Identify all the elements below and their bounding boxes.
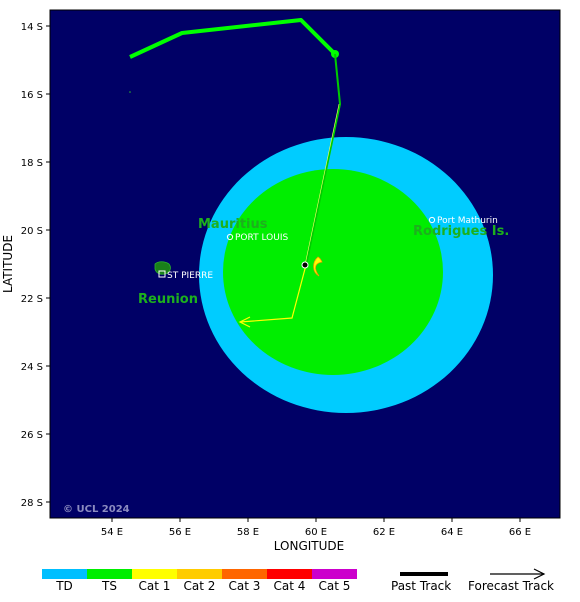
legend-swatch-cat5 (312, 569, 357, 579)
y-tick-label: 24 S (21, 362, 43, 373)
x-tick-label: 64 E (441, 527, 463, 538)
copyright: © UCL 2024 (63, 504, 130, 515)
x-tick-label: 60 E (305, 527, 327, 538)
legend-swatch-cat3 (222, 569, 267, 579)
port-louis-marker (226, 233, 234, 241)
port-mathurin-label: Port Mathurin (437, 216, 498, 226)
y-tick-label: 14 S (21, 22, 43, 33)
y-tick-label: 18 S (21, 158, 43, 169)
plot-frame (49, 9, 561, 519)
mauritius-label: Mauritius (198, 217, 268, 232)
past-track (129, 18, 337, 59)
y-tick-label: 20 S (21, 226, 43, 237)
legend-swatch-td (42, 569, 87, 579)
x-tick-label: 54 E (101, 527, 123, 538)
port-mathurin-marker (428, 216, 436, 224)
y-axis-title: LATITUDE (1, 235, 15, 293)
small-islet (129, 91, 131, 93)
recent-track (305, 53, 342, 266)
forecast-arrowhead (238, 316, 251, 328)
x-axis-title: LONGITUDE (274, 539, 344, 553)
legend-swatch-cat2 (177, 569, 222, 579)
legend-label-cat3: Cat 3 (228, 579, 261, 593)
y-tick-label: 22 S (21, 294, 43, 305)
port-louis-label: PORT LOUIS (235, 233, 288, 243)
rodrigues-label: Rodrigues Is. (413, 224, 509, 239)
legend-label-cat4: Cat 4 (273, 579, 306, 593)
past-track-label: Past Track (391, 579, 452, 593)
y-tick-label: 28 S (21, 498, 43, 509)
reunion-label: Reunion (138, 292, 198, 307)
st-pierre-marker (158, 270, 166, 278)
legend-label-ts: TS (102, 579, 117, 593)
forecast-track-label: Forecast Track (468, 579, 554, 593)
x-tick-label: 66 E (509, 527, 531, 538)
ts-wind-field (223, 169, 443, 375)
legend-label-cat2: Cat 2 (183, 579, 216, 593)
st-pierre-label: ST PIERRE (167, 271, 213, 281)
x-tick-label: 58 E (237, 527, 259, 538)
forecast-track-symbol (490, 568, 546, 580)
y-ticks (46, 25, 50, 503)
x-tick-label: 56 E (169, 527, 191, 538)
legend-label-td: TD (56, 579, 73, 593)
legend-label-cat1: Cat 1 (138, 579, 171, 593)
x-tick-label: 62 E (373, 527, 395, 538)
legend-swatch-cat4 (267, 569, 312, 579)
y-tick-label: 16 S (21, 90, 43, 101)
current-position-marker (301, 261, 309, 269)
recent-track-edge (304, 103, 340, 266)
legend-swatch-cat1 (132, 569, 177, 579)
forecast-track (239, 264, 307, 323)
tropical-storm-icon (313, 256, 323, 277)
y-tick-label: 26 S (21, 430, 43, 441)
x-ticks (111, 518, 521, 522)
legend-label-cat5: Cat 5 (318, 579, 351, 593)
legend-swatch-ts (87, 569, 132, 579)
past-track-symbol (400, 572, 448, 576)
legend: TD TS Cat 1 Cat 2 Cat 3 Cat 4 Cat 5 Past… (0, 566, 580, 602)
